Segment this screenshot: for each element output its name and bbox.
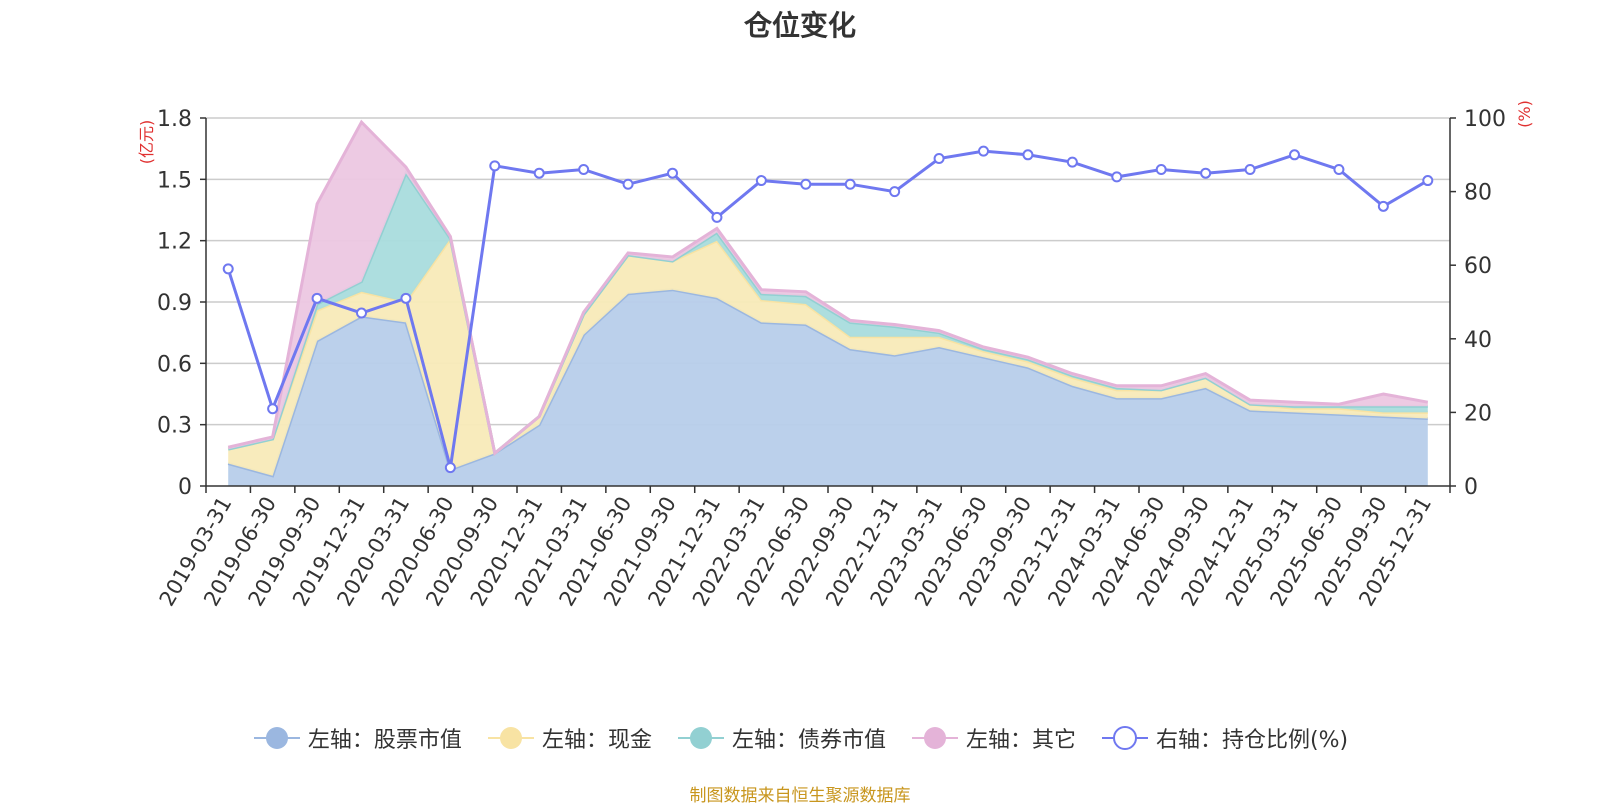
ratio-point [1022,149,1034,161]
ratio-point [667,167,678,179]
ratio-point [267,403,279,415]
ratio-point [1289,149,1300,161]
ratio-point [800,178,812,190]
area-左轴：股票市值 [228,289,1428,486]
chart-title: 仓位变化 [743,9,856,42]
legend-item[interactable]: 左轴：现金 [486,722,652,754]
left-tick-label: 0.6 [157,352,192,377]
legend-item[interactable]: 左轴：股票市值 [252,722,462,754]
ratio-point [533,167,545,179]
left-tick-label: 0 [178,475,192,500]
right-tick-label: 80 [1464,181,1492,206]
ratio-line [222,145,1434,474]
ratio-point [933,152,945,164]
source-note: 制图数据来自恒生聚源数据库 [689,786,911,806]
ratio-point [1422,175,1434,187]
ratio-point [1111,171,1123,183]
legend-item[interactable]: 左轴：其它 [910,722,1076,754]
ratio-point [311,292,323,304]
legend-marker-icon [253,727,300,749]
ratio-point [755,175,767,187]
legend-marker-icon [1101,726,1148,750]
legend-marker-icon [487,727,534,749]
ratio-point [978,145,989,157]
right-tick-label: 20 [1464,401,1492,426]
ratio-point [711,211,723,223]
ratio-line-path [226,149,1429,468]
left-axis-unit: (亿元) [137,120,156,165]
left-tick-label: 1.8 [157,107,192,132]
right-tick-label: 40 [1464,328,1492,353]
right-tick-label: 60 [1464,254,1492,279]
legend-item[interactable]: 左轴：债券市值 [676,722,886,754]
area-左轴：其它 [228,122,1428,454]
ratio-point [1200,167,1212,179]
ratio-point [1066,156,1078,168]
ratio-point [222,263,234,275]
ratio-point [1244,164,1256,176]
legend-label: 左轴：股票市值 [307,728,462,753]
ratio-point [489,160,501,172]
ratio-point [844,178,856,190]
left-tick-label: 1.2 [157,230,192,255]
legend-marker-icon [677,727,724,749]
right-tick-label: 100 [1464,107,1506,132]
legend: 左轴：股票市值 左轴：现金 左轴：债券市值 左轴：其它 右轴：持仓比例(%) [0,722,1600,754]
left-tick-label: 0.3 [157,414,192,439]
legend-label: 左轴：现金 [541,728,652,753]
ratio-point [622,178,634,190]
ratio-point [1377,200,1389,212]
ratio-point [356,307,367,319]
legend-label: 右轴：持仓比例(%) [1155,728,1349,753]
area-左轴：债券市值 [228,173,1428,454]
right-axis-unit: (%) [1515,100,1534,128]
legend-label: 左轴：其它 [965,728,1076,753]
ratio-point [889,186,901,198]
right-tick-label: 0 [1464,475,1478,500]
legend-label: 左轴：债券市值 [731,728,886,753]
ratio-point [400,292,412,304]
ratio-point [1333,164,1345,176]
area-top-line [227,119,1429,457]
ratio-point [444,462,456,474]
legend-marker-icon [911,727,958,749]
legend-item[interactable]: 右轴：持仓比例(%) [1100,722,1348,754]
ratio-point [1155,164,1167,176]
ratio-point [578,164,590,176]
left-tick-label: 1.5 [157,168,192,193]
left-tick-label: 0.9 [157,291,192,316]
